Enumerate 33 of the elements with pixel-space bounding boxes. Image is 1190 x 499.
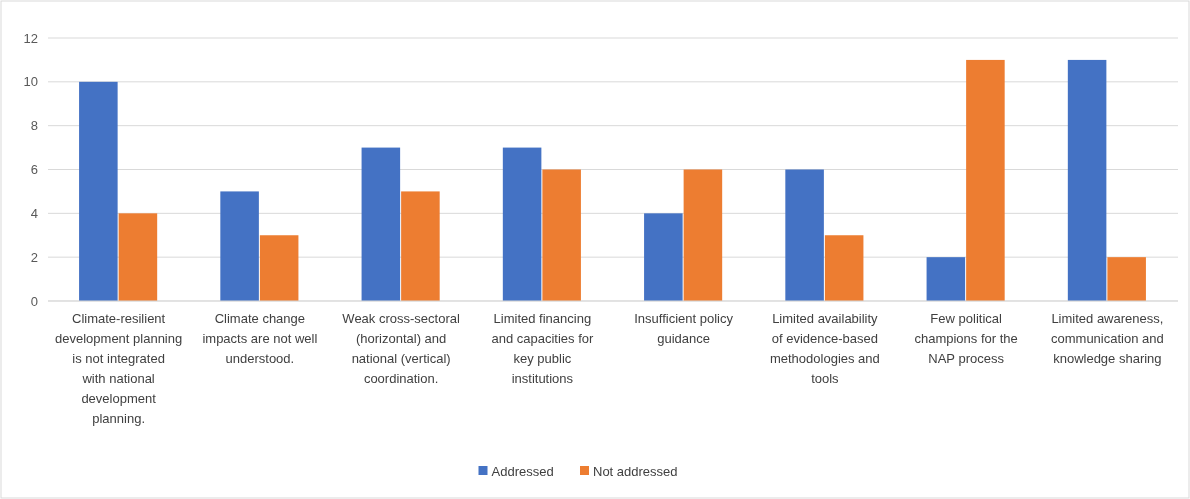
bar: [361, 147, 401, 301]
bar: [118, 213, 158, 301]
bar: [502, 147, 542, 301]
y-tick-label: 2: [30, 249, 38, 265]
x-tick-label: Few political champions for the NAP process: [914, 311, 1018, 366]
bar: [966, 59, 1005, 301]
x-tick-label: Weak cross-sectoral (horizontal) and national (vertical) coordination.: [342, 311, 460, 386]
y-tick-label: 0: [30, 293, 38, 309]
bar: [1107, 257, 1146, 301]
x-tick-label: Insufficient policy guidance: [634, 311, 734, 346]
bar: [926, 257, 966, 301]
y-tick-label: 6: [30, 162, 38, 178]
bar: [683, 169, 723, 301]
bar: [542, 169, 581, 301]
x-tick-label: Climate-resilient development planning is not integrated with national development planning.: [55, 311, 183, 426]
bar: [220, 191, 259, 301]
x-tick-label: Climate change impacts are not well understood.: [202, 311, 318, 366]
bar: [785, 169, 824, 301]
y-tick-label: 12: [23, 30, 38, 46]
bar: [401, 191, 440, 301]
bar: [79, 81, 118, 301]
bar: [1067, 59, 1107, 301]
y-tick-label: 10: [23, 74, 38, 90]
x-tick-label: Limited financing and capacities for key public institutions: [491, 311, 594, 386]
y-tick-label: 4: [30, 205, 38, 221]
y-tick-label: 8: [30, 118, 38, 134]
x-tick-label: Limited availability of evidence-based methodologies and tools: [769, 311, 880, 386]
bar: [259, 235, 299, 301]
bar: [824, 235, 864, 301]
legend-label: Addressed: [491, 463, 554, 479]
x-tick-label: Limited awareness, communication and knowledge sharing: [1051, 311, 1164, 366]
bar: [644, 213, 683, 301]
legend-label: Not addressed: [593, 463, 678, 479]
